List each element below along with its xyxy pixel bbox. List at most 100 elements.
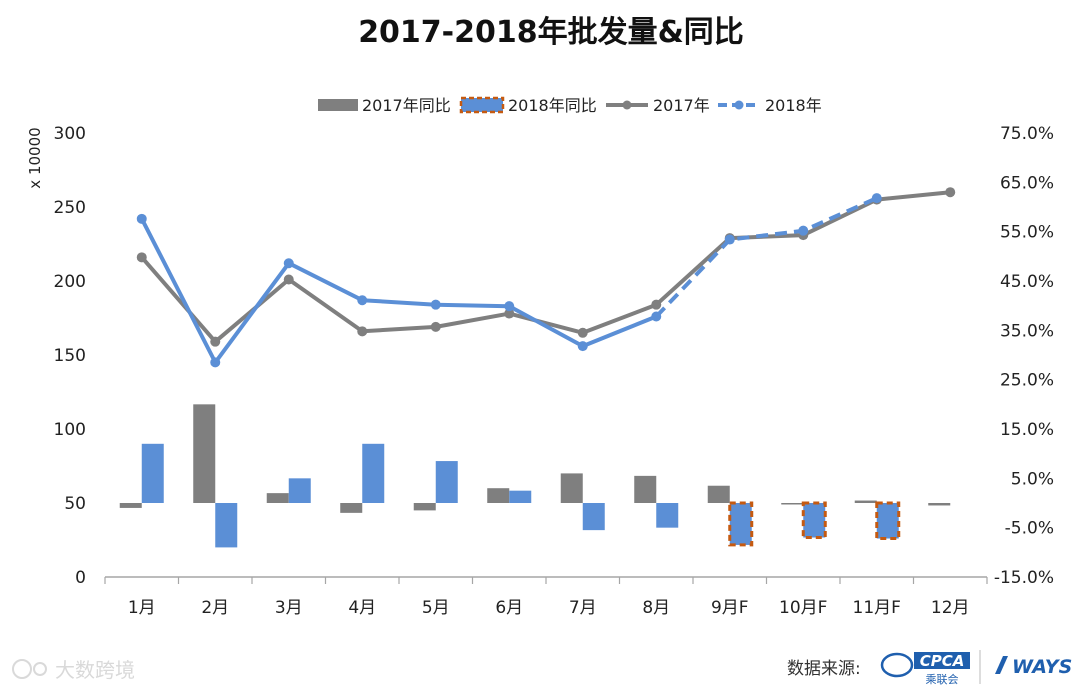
watermark-text: 大数跨境 [55, 658, 135, 682]
line-2017-point [651, 299, 662, 310]
y-left-tick-label: 0 [75, 568, 86, 588]
bar-2018-yoy [801, 501, 827, 540]
legend-label-2017-line: 2017年 [653, 96, 710, 115]
x-tick-label: 12月 [931, 598, 970, 618]
bar-2017-yoy [413, 503, 436, 511]
ways-slash-icon [995, 656, 1008, 674]
y-right-tick-label: -5.0% [1005, 519, 1054, 539]
line-2018-point [283, 258, 294, 269]
bar-2018-yoy [582, 503, 605, 531]
y-left-tick-label: 100 [54, 420, 86, 440]
line-2017-point [504, 308, 515, 319]
line-2017-point [283, 274, 294, 285]
cpca-logo: CPCA 乘联会 [880, 652, 970, 686]
y-right-tick-label: 25.0% [1000, 371, 1054, 391]
chart-title: 2017-2018年批发量&同比 [358, 15, 744, 50]
line-2018-point [724, 234, 735, 245]
y-axis-left-ticks: 0 50 100 150 200 250 300 [54, 124, 86, 588]
legend-label-2018-yoy: 2018年同比 [508, 96, 597, 115]
y-left-tick-label: 250 [54, 198, 86, 218]
bar-2017-yoy [634, 475, 657, 503]
legend-swatch-2018-yoy [459, 96, 505, 114]
x-tick-label: 10月F [779, 598, 827, 618]
y-right-tick-label: 55.0% [1000, 223, 1054, 243]
line-2018-dashed [654, 196, 878, 318]
bar-2017-yoy [854, 500, 877, 503]
legend-label-2018-line: 2018年 [765, 96, 822, 115]
cpca-swoosh-icon [880, 652, 914, 678]
bar-2017-yoy [487, 488, 510, 503]
line-2018-solid [140, 217, 658, 365]
bar-2018-yoy [656, 503, 679, 528]
y-right-tick-label: -15.0% [994, 568, 1054, 588]
y-left-tick-label: 300 [54, 124, 86, 144]
footer: 数据来源: CPCA 乘联会 WAYS [787, 650, 1072, 686]
line-2018-point [430, 299, 441, 310]
bar-2017-yoy [707, 485, 730, 503]
x-axis: 1月 2月 3月 4月 5月 6月 7月 8月 9月F 10月F 11月F 12月 [104, 576, 988, 618]
legend-label-2017-yoy: 2017年同比 [362, 96, 451, 115]
legend-marker-2018-line [734, 100, 744, 110]
bar-2017-yoy [928, 503, 951, 506]
y-axis-left-label: x 10000 [26, 127, 44, 188]
bar-2017-yoy [266, 493, 289, 503]
x-tick-label: 6月 [495, 598, 523, 618]
line-2017-solid [140, 190, 951, 344]
bar-2018-yoy [362, 443, 385, 503]
x-tick-label: 4月 [348, 598, 376, 618]
legend-marker-2017-line [622, 100, 632, 110]
x-tick-label: 11月F [853, 598, 901, 618]
legend: 2017年同比 2018年同比 2017年 2018年 [318, 96, 822, 115]
watermark-icon-dot [33, 662, 47, 676]
bar-2017-yoy [560, 473, 583, 503]
watermark-icon [12, 659, 32, 679]
bar-2018-yoy [509, 490, 532, 503]
y-right-tick-label: 75.0% [1000, 124, 1054, 144]
source-label: 数据来源: [787, 659, 861, 679]
bar-2018-yoy [288, 478, 311, 503]
line-2017-point [430, 321, 441, 332]
line-2018-point [871, 193, 882, 204]
y-left-tick-label: 200 [54, 272, 86, 292]
x-tick-label: 1月 [128, 598, 156, 618]
line-2018-point [504, 301, 515, 312]
y-right-tick-label: 35.0% [1000, 321, 1054, 341]
x-tick-label: 2月 [201, 598, 229, 618]
x-tick-label: 3月 [275, 598, 303, 618]
ways-logo: WAYS [995, 656, 1072, 678]
line-2017-point [357, 326, 368, 337]
bar-series [119, 404, 951, 548]
cpca-badge [914, 652, 970, 669]
x-tick-label: 9月F [711, 598, 749, 618]
line-series [136, 187, 956, 368]
bar-2017-yoy [340, 503, 363, 513]
bar-2017-yoy [119, 503, 142, 508]
y-right-tick-label: 15.0% [1000, 420, 1054, 440]
y-right-tick-label: 5.0% [1011, 469, 1054, 489]
bar-2018-yoy [141, 443, 164, 503]
line-2018-point [357, 295, 368, 306]
y-axis-right-ticks: -15.0% -5.0% 5.0% 15.0% 25.0% 35.0% 45.0% 55.0%… [994, 124, 1054, 588]
y-left-tick-label: 50 [64, 494, 86, 514]
bar-2017-yoy [193, 404, 216, 503]
line-2017-point [577, 327, 588, 338]
bar-2018-yoy [215, 503, 238, 548]
legend-swatch-2017-yoy [318, 99, 358, 111]
line-2018-point [798, 225, 809, 236]
bar-2018-yoy [875, 501, 901, 541]
bar-2017-yoy [781, 503, 804, 505]
line-2017-point [210, 336, 221, 347]
y-left-tick-label: 150 [54, 346, 86, 366]
ways-logo-text: WAYS [1012, 656, 1072, 678]
cpca-logo-text: CPCA [920, 652, 965, 670]
line-2018-point [136, 213, 147, 224]
bar-2018-yoy [435, 461, 458, 503]
line-2018-point [210, 357, 221, 368]
y-right-tick-label: 45.0% [1000, 272, 1054, 292]
x-tick-label: 8月 [642, 598, 670, 618]
x-tick-label: 7月 [569, 598, 597, 618]
line-2017-point [945, 187, 956, 198]
bar-2018-yoy [728, 501, 754, 547]
x-tick-label: 5月 [422, 598, 450, 618]
